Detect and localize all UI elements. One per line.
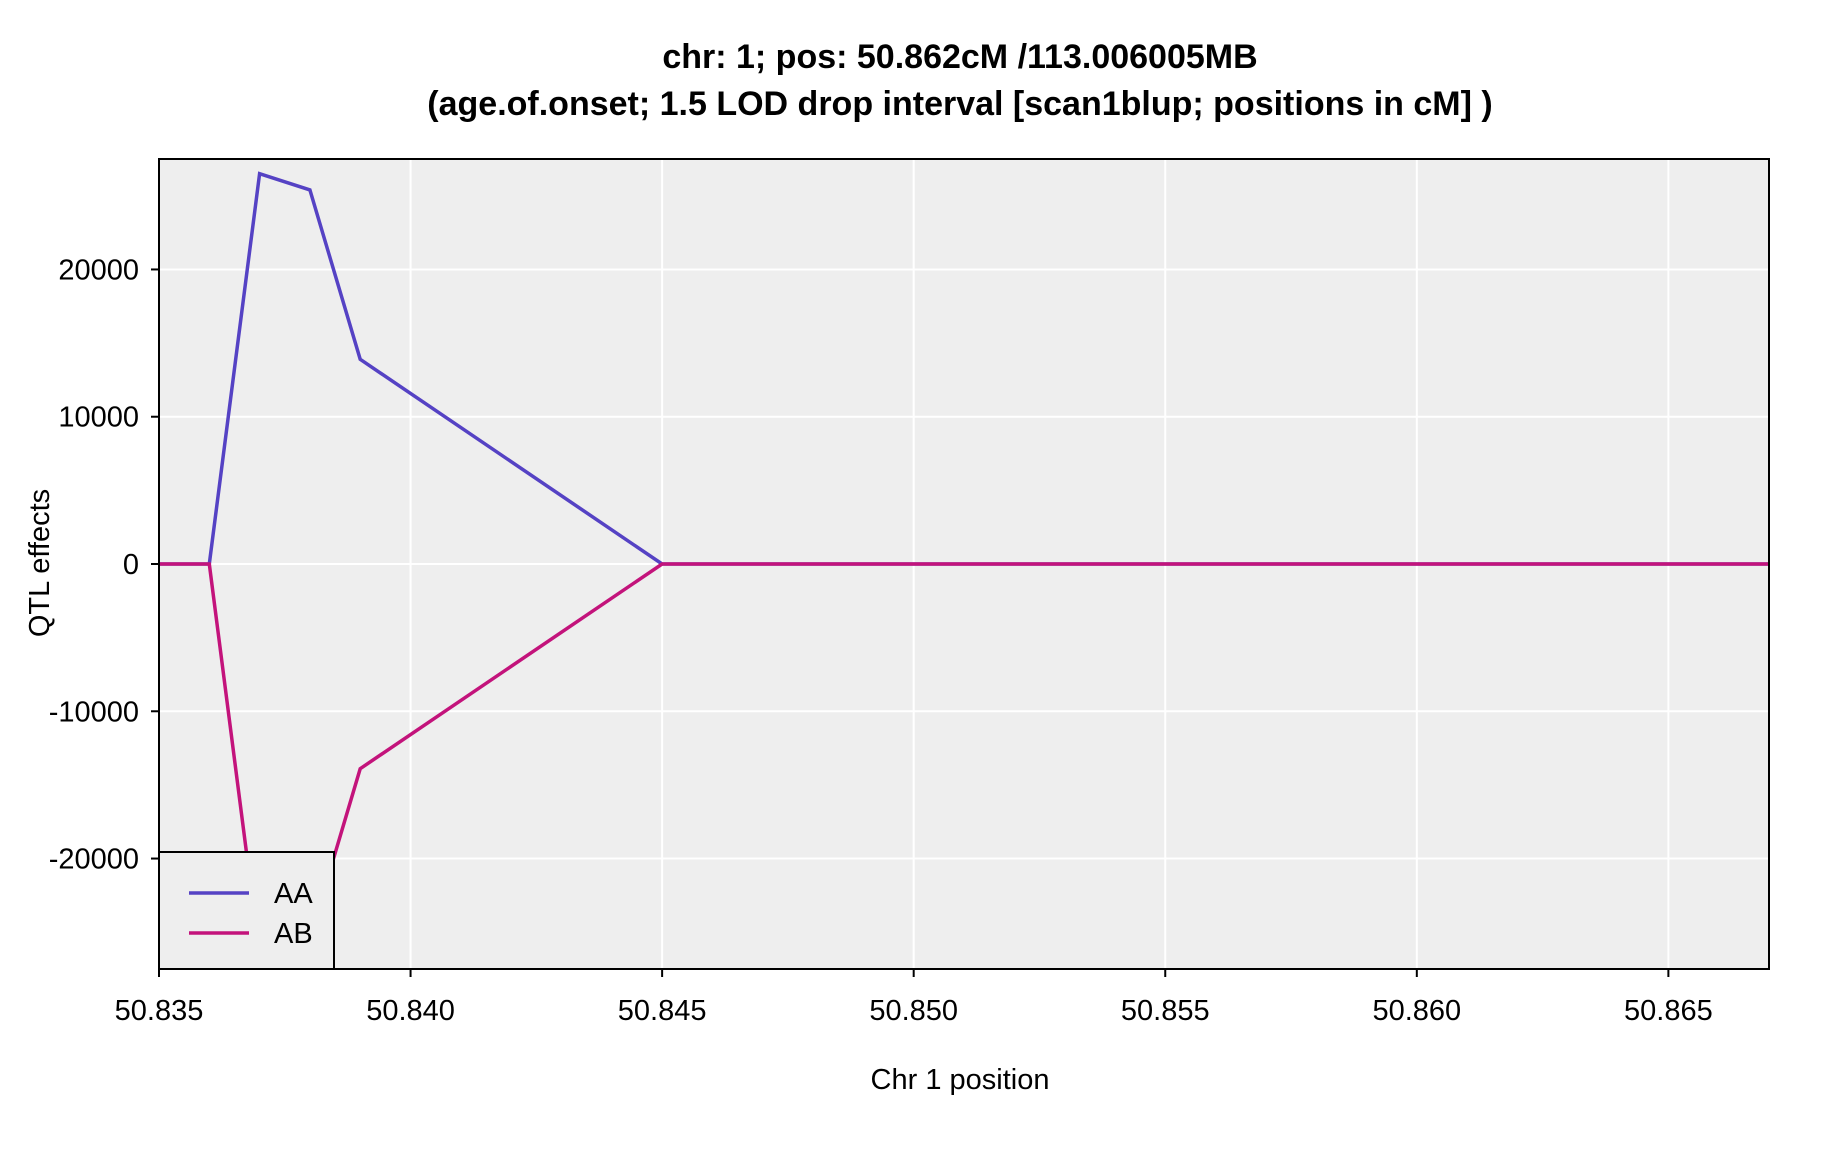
- y-tick-label: 10000: [58, 402, 139, 434]
- x-tick-label: 50.850: [869, 995, 958, 1027]
- y-tick-label: -10000: [49, 696, 139, 728]
- y-axis-label: QTL effects: [24, 489, 56, 637]
- x-tick-label: 50.835: [115, 995, 204, 1027]
- legend: AA AB: [158, 851, 335, 970]
- y-tick-label: 0: [123, 549, 139, 581]
- y-tick-label: -20000: [49, 844, 139, 876]
- x-tick-label: 50.865: [1624, 995, 1713, 1027]
- legend-box: [158, 851, 335, 970]
- x-tick-label: 50.845: [618, 995, 707, 1027]
- x-axis-ticks: 50.835 50.840 50.845 50.850 50.855 50.860 50.8…: [115, 969, 1713, 1027]
- chart-title: chr: 1; pos: 50.862cM /113.006005MB: [662, 38, 1257, 76]
- x-axis-label: Chr 1 position: [871, 1064, 1050, 1096]
- x-tick-label: 50.855: [1121, 995, 1210, 1027]
- x-tick-label: 50.840: [366, 995, 455, 1027]
- y-tick-label: 20000: [58, 254, 139, 286]
- legend-label-ab: AB: [274, 918, 313, 950]
- legend-label-aa: AA: [274, 878, 313, 910]
- x-tick-label: 50.860: [1372, 995, 1461, 1027]
- y-axis-ticks: 20000 10000 0 -10000 -20000: [49, 254, 159, 876]
- chart-subtitle: (age.of.onset; 1.5 LOD drop interval [sc…: [427, 85, 1492, 123]
